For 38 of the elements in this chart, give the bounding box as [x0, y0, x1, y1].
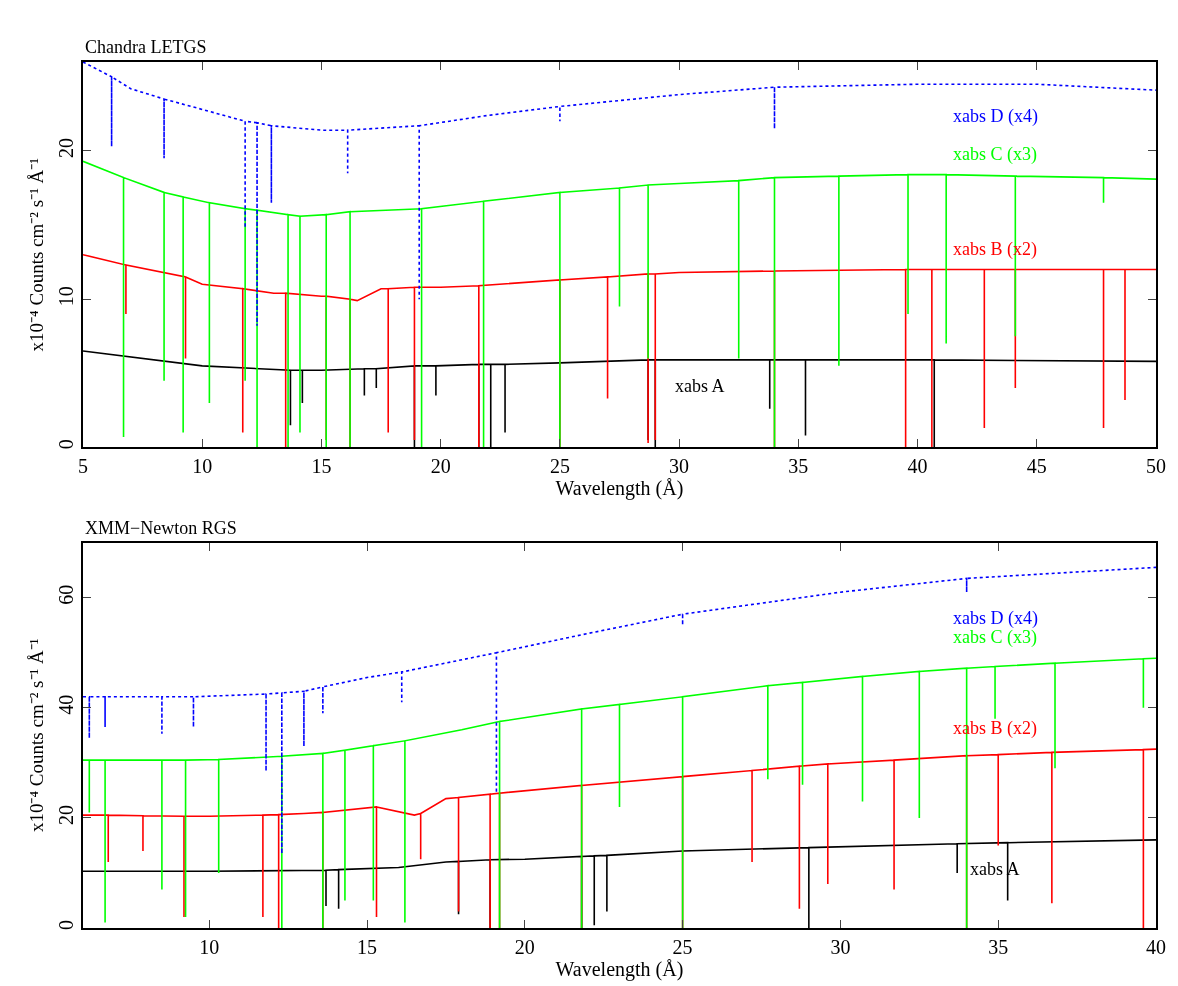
x-tick-label: 10 — [192, 455, 213, 478]
series-label: xabs C (x3) — [953, 627, 1037, 648]
x-tick-label: 50 — [1146, 455, 1166, 478]
y-tick-label: 0 — [55, 439, 77, 450]
x-tick-label: 35 — [988, 936, 1009, 958]
y-axis-title: x10⁻⁴ Counts cm⁻² s⁻¹ Å⁻¹ — [26, 157, 48, 352]
x-tick-label: 30 — [669, 455, 690, 478]
x-tick-label: 40 — [907, 455, 928, 478]
series-label: xabs A — [675, 376, 725, 396]
x-tick-label: 20 — [430, 455, 451, 478]
y-tick-label: 60 — [55, 584, 77, 605]
y-tick-label: 40 — [55, 694, 77, 715]
x-tick-label: 35 — [788, 455, 809, 478]
y-axis-title: x10⁻⁴ Counts cm⁻² s⁻¹ Å⁻¹ — [26, 638, 48, 833]
line-series — [83, 566, 1156, 855]
series-label: xabs D (x4) — [953, 106, 1038, 127]
line-series — [83, 62, 1156, 327]
series-label: xabs D (x4) — [953, 608, 1038, 629]
series-label: xabs C (x3) — [953, 144, 1037, 165]
x-tick-label: 25 — [672, 936, 693, 958]
x-tick-label: 15 — [357, 936, 378, 958]
x-axis-title: Wavelength (Å) — [555, 477, 684, 501]
x-tick-label: 40 — [1146, 936, 1166, 958]
x-tick-label: 10 — [199, 936, 220, 958]
x-tick-label: 45 — [1026, 455, 1047, 478]
y-tick-label: 20 — [55, 804, 77, 825]
y-tick-label: 0 — [55, 920, 77, 930]
chart-title: Chandra LETGS — [85, 37, 207, 57]
y-tick-label: 10 — [55, 286, 77, 307]
line-series — [83, 657, 1156, 928]
chart-title: XMM−Newton RGS — [85, 518, 237, 538]
x-axis-title: Wavelength (Å) — [555, 958, 684, 981]
x-tick-label: 30 — [830, 936, 851, 958]
y-tick-label: 20 — [55, 137, 77, 158]
x-tick-label: 20 — [514, 936, 535, 958]
x-tick-label: 15 — [311, 455, 332, 478]
x-tick-label: 25 — [549, 455, 570, 478]
x-tick-label: 5 — [78, 455, 88, 478]
